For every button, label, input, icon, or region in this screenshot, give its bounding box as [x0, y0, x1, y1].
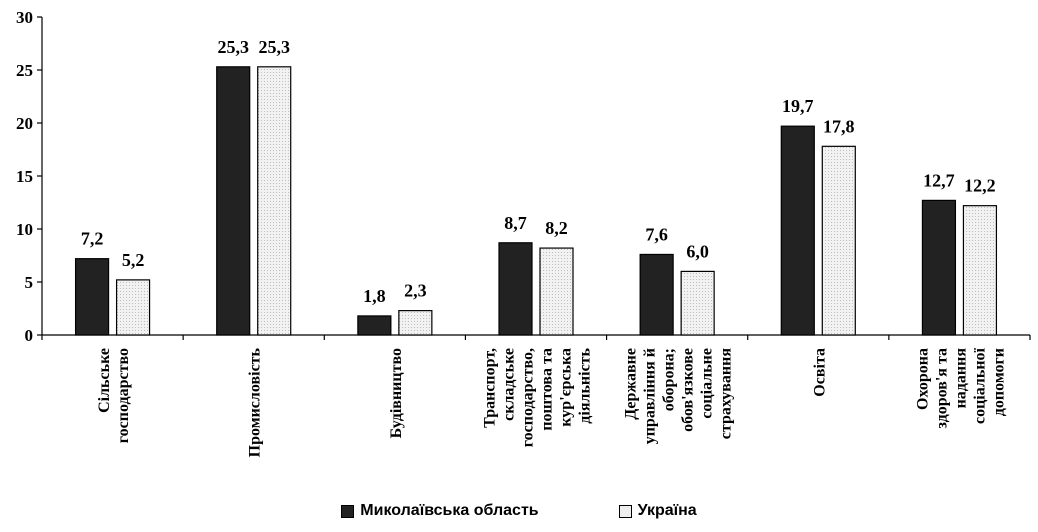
x-category-label-5: Освіта [811, 348, 828, 397]
x-category-label-line: надання [952, 348, 969, 409]
bar-s1-c0 [115, 279, 151, 336]
bar-label-s0-c2: 1,8 [363, 286, 386, 306]
x-category-label-3: Транспорт, складське господарство, поштова … [482, 347, 594, 447]
y-tick-label-1: 5 [25, 273, 34, 292]
x-category-label-line: Освіта [811, 348, 828, 397]
x-category-label-line: кур'єрська [558, 348, 575, 427]
bar-s0-c0 [74, 258, 110, 336]
legend-swatch-mykolaiv [341, 504, 355, 518]
bar-s0-c4 [639, 253, 674, 336]
x-category-label-0: Сільське господарство [96, 348, 132, 443]
bar-label-s1-c6: 12,2 [964, 176, 996, 196]
x-category-label-line: обов'язкове [680, 348, 697, 432]
y-tick-label-5: 25 [16, 61, 33, 80]
bar-label-s0-c0: 7,2 [81, 229, 104, 249]
bar-label-s0-c6: 12,7 [923, 170, 955, 190]
bar-label-s0-c1: 25,3 [217, 37, 249, 57]
bar-label-s1-c3: 8,2 [545, 218, 568, 238]
legend: Миколаївська область Україна [0, 502, 1038, 520]
legend-item-mykolaiv: Миколаївська область [341, 502, 539, 520]
x-category-label-line: соціальної [971, 347, 988, 424]
x-category-label-line: діяльність [577, 347, 594, 423]
x-category-label-line: Будівництво [388, 348, 405, 438]
y-tick-label-4: 20 [16, 114, 33, 133]
bar-label-s0-c4: 7,6 [645, 224, 668, 244]
bar-s1-c5 [821, 145, 856, 336]
x-category-label-line: поштова та [539, 348, 556, 431]
x-category-label-line: оборона; [661, 348, 678, 411]
bar-s1-c6 [962, 205, 998, 336]
x-category-label-line: господарство, [520, 348, 537, 447]
x-category-label-line: управління й [642, 348, 659, 444]
legend-label-mykolaiv: Миколаївська область [360, 502, 539, 519]
y-tick-label-6: 30 [16, 8, 33, 27]
legend-label-ukraine: Україна [637, 502, 697, 519]
x-category-label-line: Сільське [96, 348, 113, 413]
bar-s1-c2 [398, 310, 433, 336]
legend-item-ukraine: Україна [618, 502, 697, 520]
x-category-label-2: Будівництво [388, 348, 405, 438]
bar-label-s1-c1: 25,3 [258, 37, 290, 57]
bar-s0-c5 [780, 125, 815, 336]
bar-label-s0-c3: 8,7 [504, 213, 527, 233]
legend-swatch-ukraine [618, 504, 632, 518]
bar-label-s0-c5: 19,7 [782, 96, 814, 116]
y-tick-label-2: 10 [16, 220, 33, 239]
y-tick-label-3: 15 [16, 167, 33, 186]
bar-label-s1-c5: 17,8 [823, 116, 855, 136]
bar-s0-c3 [498, 242, 533, 336]
bar-s1-c4 [680, 270, 715, 336]
x-category-label-line: складське [501, 348, 518, 421]
bar-label-s1-c2: 2,3 [404, 281, 427, 301]
y-tick-label-0: 0 [25, 326, 34, 345]
bar-s0-c2 [357, 315, 392, 336]
x-category-label-6: Охорона здоров'я та надання соціальної допом… [914, 347, 1007, 428]
x-category-label-1: Промисловість [247, 347, 264, 457]
x-category-label-line: страхування [718, 348, 735, 440]
x-category-label-4: Державне управління й оборона; обов'язкове с… [623, 348, 735, 445]
x-category-label-line: соціальне [699, 348, 716, 419]
x-category-label-line: Державне [623, 348, 640, 420]
bar-label-s1-c4: 6,0 [686, 241, 709, 261]
bar-s1-c1 [257, 66, 292, 336]
x-category-label-line: Охорона [914, 348, 931, 410]
bar-s0-c1 [216, 66, 251, 336]
bar-s0-c6 [921, 199, 957, 336]
x-category-label-line: Транспорт, [482, 348, 499, 428]
x-category-label-line: допомоги [990, 348, 1007, 416]
bar-s1-c3 [539, 247, 574, 336]
x-category-label-line: Промисловість [247, 347, 264, 457]
x-category-label-line: здоров'я та [933, 348, 950, 429]
bar-label-s1-c0: 5,2 [122, 250, 145, 270]
x-category-label-line: господарство [115, 348, 132, 443]
